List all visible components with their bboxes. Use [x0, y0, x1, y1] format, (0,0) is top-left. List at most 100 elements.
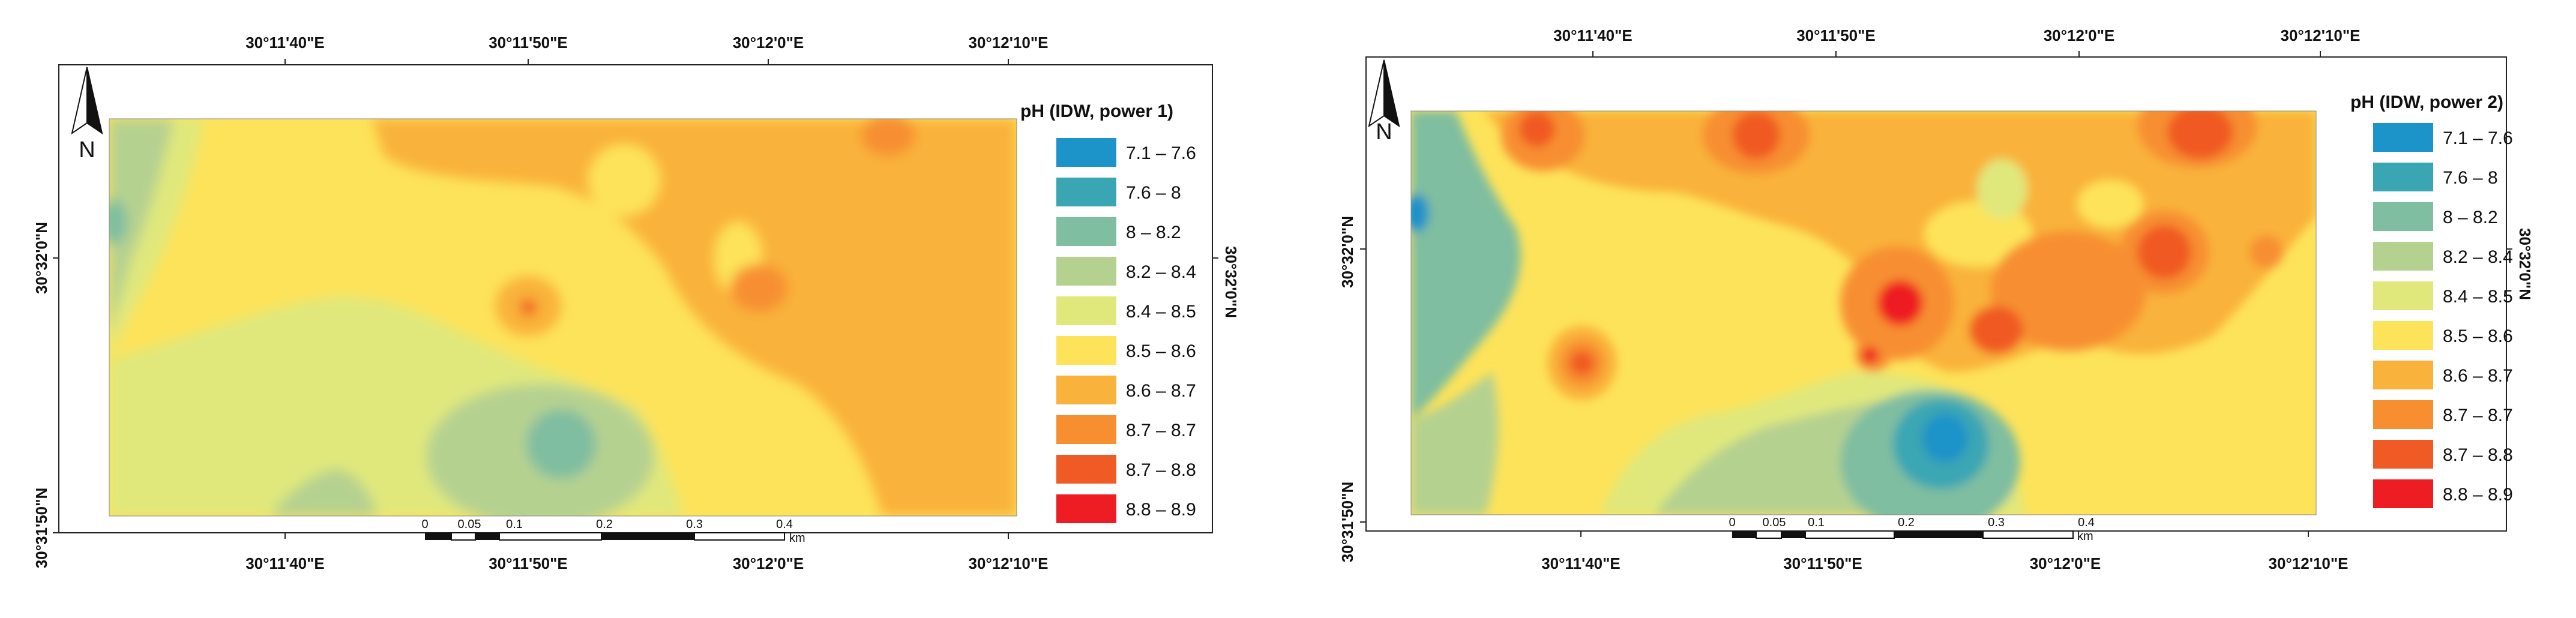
- top-tick-label: 30°11'50"E: [1796, 26, 1876, 44]
- scale-label: 0.3: [1988, 516, 2005, 529]
- bottom-graticule-ticks: 30°11'40"E 30°11'50"E 30°12'0"E 30°12'10…: [1541, 531, 2349, 572]
- legend-label: 8.6 – 8.7: [2443, 366, 2513, 386]
- right-tick-label: 30°32'0"N: [2516, 228, 2534, 300]
- right-graticule-ticks: 30°32'0"N: [1212, 246, 1240, 318]
- legend-swatch: [2373, 479, 2433, 508]
- top-tick-label: 30°12'0"E: [733, 34, 804, 52]
- scale-label: 0.2: [1898, 516, 1915, 529]
- top-graticule-ticks: 30°11'40"E 30°11'50"E 30°12'0"E 30°12'10…: [245, 34, 1049, 65]
- north-arrow-icon: N: [71, 67, 103, 163]
- scale-label: 0.1: [506, 518, 523, 531]
- left-tick-label: 30°31'50"N: [1338, 482, 1356, 562]
- legend-swatch: [2373, 123, 2433, 152]
- legend-label: 8.7 – 8.7: [2443, 406, 2513, 425]
- scale-unit: km: [789, 532, 805, 545]
- left-tick-label: 30°31'50"N: [32, 488, 50, 568]
- bottom-tick-label: 30°12'10"E: [2268, 554, 2348, 572]
- north-label: N: [79, 137, 95, 163]
- legend-swatch: [1056, 257, 1116, 286]
- legend-label: 8.4 – 8.5: [2443, 287, 2513, 307]
- legend-swatch: [1056, 494, 1116, 523]
- legend-swatch: [2373, 440, 2433, 469]
- legend-swatch: [1056, 415, 1116, 444]
- legend-title: pH (IDW, power 1): [1020, 101, 1173, 121]
- legend-label: 7.6 – 8: [2443, 168, 2498, 188]
- ph-surface-power-1: [109, 119, 1017, 516]
- legend-swatch: [2373, 361, 2433, 389]
- legend-label: 8 – 8.2: [1126, 223, 1181, 242]
- legend-swatch: [2373, 242, 2433, 271]
- scale-label: 0.1: [1808, 516, 1825, 529]
- scale-label: 0.3: [686, 518, 703, 531]
- legend-label: 8.8 – 8.9: [2443, 485, 2513, 505]
- scale-label: 0.2: [596, 518, 613, 531]
- legend-swatch: [2373, 321, 2433, 350]
- bottom-tick-label: 30°12'0"E: [733, 554, 804, 572]
- legend-swatch: [1056, 455, 1116, 484]
- legend-label: 7.6 – 8: [1126, 183, 1181, 203]
- top-graticule-ticks: 30°11'40"E 30°11'50"E 30°12'0"E 30°12'10…: [1553, 26, 2361, 57]
- legend: pH (IDW, power 2) 7.1 – 7.6 7.6 – 8 8 – 8.…: [2350, 92, 2513, 508]
- scale-label: 0.4: [2078, 516, 2095, 529]
- legend-label: 8.7 – 8.7: [1126, 421, 1196, 440]
- legend-swatch: [2373, 400, 2433, 429]
- scale-label: 0.4: [776, 518, 793, 531]
- left-tick-label: 30°32'0"N: [32, 222, 50, 294]
- bottom-tick-label: 30°11'50"E: [489, 554, 568, 572]
- bottom-graticule-ticks: 30°11'40"E 30°11'50"E 30°12'0"E 30°12'10…: [245, 533, 1049, 572]
- map-svg-power-2: 30°11'40"E 30°11'50"E 30°12'0"E 30°12'10…: [1338, 26, 2534, 572]
- north-arrow-icon: N: [1368, 59, 1400, 145]
- legend-title: pH (IDW, power 2): [2350, 92, 2503, 112]
- legend-swatch: [2373, 202, 2433, 231]
- top-tick-label: 30°11'40"E: [245, 34, 325, 52]
- ph-surface-power-2: [1411, 111, 2316, 515]
- left-tick-label: 30°32'0"N: [1338, 216, 1356, 288]
- top-tick-label: 30°12'10"E: [2280, 26, 2360, 44]
- scale-bar: 0 0.05 0.1 0.2 0.3 0.4 km: [1729, 516, 2094, 543]
- legend-label: 8.4 – 8.5: [1126, 302, 1196, 322]
- bottom-tick-label: 30°12'10"E: [968, 554, 1048, 572]
- top-tick-label: 30°12'10"E: [968, 34, 1048, 52]
- legend-swatch: [1056, 138, 1116, 167]
- map-panel-power-2: 30°11'40"E 30°11'50"E 30°12'0"E 30°12'10…: [1288, 0, 2576, 618]
- legend-label: 8.6 – 8.7: [1126, 381, 1196, 401]
- scale-label: 0.05: [1763, 516, 1786, 529]
- legend-label: 8.7 – 8.8: [2443, 445, 2513, 465]
- legend-swatch: [2373, 281, 2433, 310]
- legend-swatch: [1056, 376, 1116, 404]
- legend-label: 8.5 – 8.6: [2443, 326, 2513, 346]
- top-tick-label: 30°11'40"E: [1553, 26, 1633, 44]
- scale-label: 0: [1729, 516, 1735, 529]
- legend-label: 8.7 – 8.8: [1126, 460, 1196, 480]
- left-graticule-ticks: 30°32'0"N 30°31'50"N: [32, 222, 59, 568]
- scale-label: 0.05: [458, 518, 481, 531]
- right-tick-label: 30°32'0"N: [1222, 246, 1240, 318]
- scale-label: 0: [421, 518, 428, 531]
- legend-label: 8.8 – 8.9: [1126, 500, 1196, 520]
- legend-swatch: [2373, 163, 2433, 191]
- legend-label: 7.1 – 7.6: [2443, 128, 2513, 148]
- legend: pH (IDW, power 1) 7.1 – 7.6 7.6 – 8 8 – 8.…: [1020, 101, 1196, 523]
- bottom-tick-label: 30°11'50"E: [1783, 554, 1862, 572]
- legend-swatch: [1056, 336, 1116, 365]
- legend-label: 8 – 8.2: [2443, 208, 2498, 227]
- legend-swatch: [1056, 217, 1116, 246]
- map-svg-power-1: 30°11'40"E 30°11'50"E 30°12'0"E 30°12'10…: [32, 34, 1240, 572]
- top-tick-label: 30°12'0"E: [2044, 26, 2115, 44]
- north-label: N: [1376, 119, 1392, 145]
- top-tick-label: 30°11'50"E: [489, 34, 568, 52]
- legend-label: 7.1 – 7.6: [1126, 143, 1196, 163]
- left-graticule-ticks: 30°32'0"N 30°31'50"N: [1338, 216, 1366, 562]
- legend-swatch: [1056, 178, 1116, 206]
- legend-swatch: [1056, 296, 1116, 325]
- legend-label: 8.2 – 8.4: [2443, 247, 2513, 267]
- scale-bar: 0 0.05 0.1 0.2 0.3 0.4 km: [421, 518, 805, 545]
- map-panel-power-1: 30°11'40"E 30°11'50"E 30°12'0"E 30°12'10…: [32, 34, 1240, 572]
- right-graticule-ticks: 30°32'0"N: [2506, 228, 2534, 300]
- bottom-tick-label: 30°11'40"E: [245, 554, 325, 572]
- bottom-tick-label: 30°12'0"E: [2030, 554, 2101, 572]
- bottom-tick-label: 30°11'40"E: [1541, 554, 1621, 572]
- legend-label: 8.5 – 8.6: [1126, 341, 1196, 361]
- legend-label: 8.2 – 8.4: [1126, 262, 1196, 282]
- scale-unit: km: [2077, 530, 2093, 543]
